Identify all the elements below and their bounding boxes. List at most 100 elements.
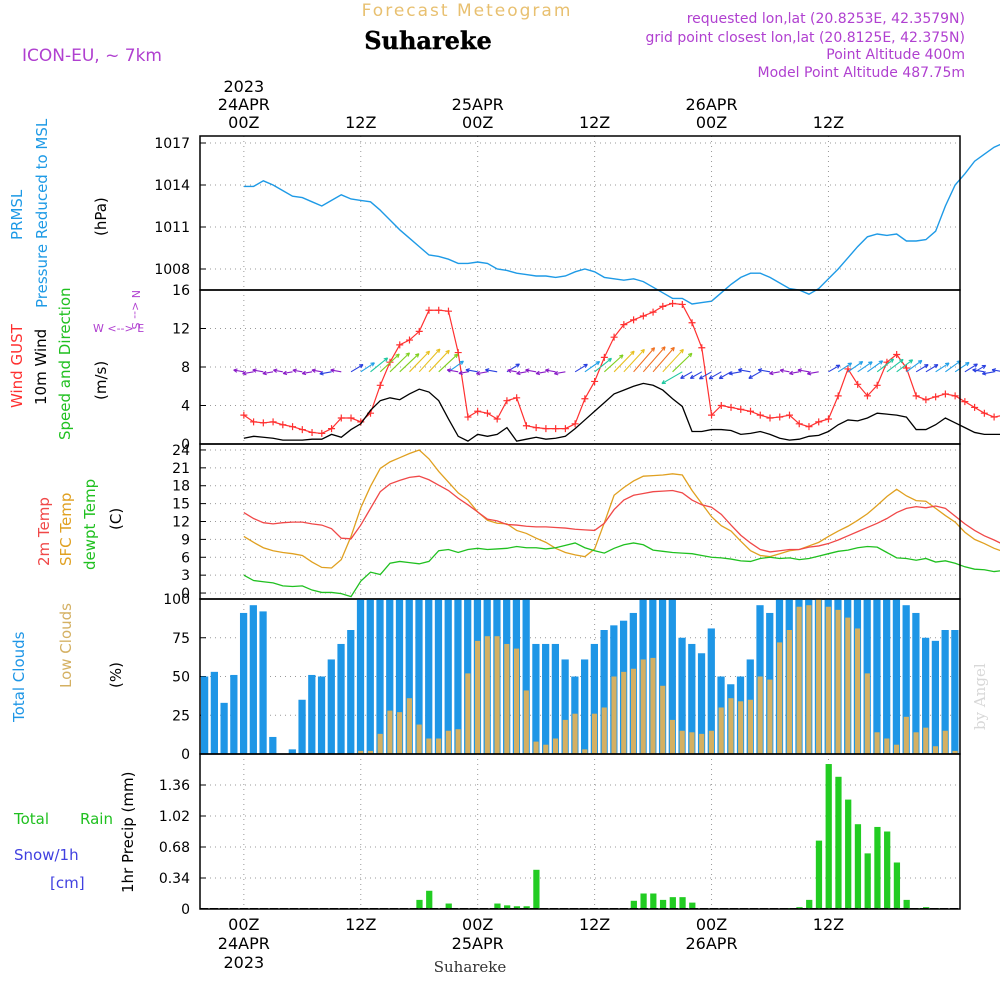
- gust-marker: [522, 422, 530, 430]
- gust-marker: [464, 413, 472, 421]
- gust-marker: [649, 308, 657, 316]
- gust-marker: [941, 390, 949, 398]
- panel-wind: 0 4 8 12 16: [172, 283, 1000, 453]
- bar-total-clouds: [425, 599, 433, 754]
- gust-marker: [922, 396, 930, 404]
- bar-total-rain: [533, 869, 540, 909]
- gust-marker: [971, 403, 979, 411]
- wind-direction-arrow: [680, 371, 693, 379]
- bar-total-clouds: [581, 659, 589, 754]
- bar-low-clouds: [845, 617, 851, 754]
- y-tick-label: 75: [172, 631, 190, 647]
- bar-total-clouds: [931, 640, 940, 754]
- time-label-top: 26APR: [685, 95, 737, 114]
- bar-total-clouds: [210, 671, 218, 754]
- wind-direction-arrow: [662, 348, 684, 373]
- bar-total-clouds: [239, 612, 248, 754]
- y-tick-label: 18: [172, 479, 190, 495]
- bar-low-clouds: [543, 744, 549, 754]
- y-tick-label: 1014: [154, 178, 190, 194]
- bar-low-clouds: [806, 605, 812, 754]
- bottom-location: Suhareke: [434, 958, 507, 976]
- wind-direction-arrow: [757, 368, 771, 373]
- time-label-top: 12Z: [579, 113, 610, 132]
- gust-marker: [824, 415, 832, 423]
- time-label-bottom: 26APR: [685, 934, 737, 953]
- bar-low-clouds: [465, 673, 471, 754]
- y-tick-label: 6: [181, 550, 190, 566]
- bar-low-clouds: [718, 707, 724, 754]
- y-tick-label: 24: [172, 443, 190, 459]
- time-label-top: 2023: [223, 77, 264, 96]
- gust-marker: [678, 300, 686, 308]
- bar-low-clouds: [377, 733, 383, 754]
- bar-low-clouds: [640, 659, 646, 754]
- bar-low-clouds: [903, 716, 909, 754]
- gust-marker: [669, 299, 677, 307]
- wind-direction-arrow: [379, 353, 400, 373]
- bar-total-clouds: [366, 599, 374, 754]
- bar-total-clouds: [259, 611, 267, 754]
- bar-total-clouds: [892, 599, 901, 754]
- wind-direction-arrow: [728, 371, 741, 376]
- gust-marker: [766, 414, 774, 422]
- bar-low-clouds: [358, 750, 364, 754]
- bar-low-clouds: [864, 673, 870, 754]
- watermark: by Angel: [971, 663, 989, 730]
- gust-marker: [873, 381, 881, 389]
- y-tick-label: 0.68: [159, 840, 190, 856]
- bar-total-clouds: [249, 605, 257, 754]
- bar-total-clouds: [678, 637, 686, 754]
- bar-total-rain: [796, 907, 803, 909]
- wind-direction-arrow: [458, 370, 469, 376]
- bar-total-rain: [864, 853, 871, 909]
- bar-low-clouds: [552, 738, 559, 754]
- y-tick-label: 0: [181, 586, 190, 602]
- y-tick-label: 9: [181, 532, 190, 548]
- wind-direction-arrow: [311, 368, 322, 373]
- bar-total-clouds: [532, 643, 540, 754]
- bar-total-clouds: [434, 599, 443, 754]
- gust-marker: [912, 392, 920, 400]
- wind-direction-arrow: [330, 368, 342, 373]
- compass-we: W <--> E: [93, 322, 144, 335]
- bar-total-clouds: [658, 599, 667, 754]
- bar-low-clouds: [572, 713, 578, 754]
- bar-low-clouds: [494, 636, 500, 754]
- series-line-2m-temp: [243, 475, 1000, 553]
- gust-marker: [561, 425, 569, 433]
- bar-total-rain: [494, 903, 501, 909]
- forecast-title: Forecast Meteogram: [362, 1, 573, 21]
- series-line-10m-wind: [243, 382, 1000, 442]
- bar-total-clouds: [415, 599, 423, 754]
- bar-total-rain: [835, 776, 842, 909]
- wind-direction-arrow: [428, 349, 450, 373]
- gust-marker: [717, 402, 725, 409]
- bar-total-clouds: [317, 676, 326, 754]
- wind-direction-arrow: [584, 360, 601, 373]
- wind-direction-arrow: [350, 364, 364, 373]
- gust-marker: [425, 306, 433, 314]
- bar-total-clouds: [288, 749, 296, 754]
- y-tick-label: 16: [172, 283, 190, 299]
- bar-total-rain: [523, 906, 530, 909]
- gust-marker: [961, 398, 969, 406]
- bar-total-clouds: [668, 599, 676, 754]
- bar-total-rain: [679, 897, 686, 909]
- gust-marker: [659, 302, 667, 310]
- y-tick-label: 25: [172, 708, 190, 724]
- label-precip-unit: 1hr Precip (mm): [119, 772, 137, 893]
- bar-low-clouds: [893, 744, 900, 754]
- bar-low-clouds: [416, 724, 422, 754]
- time-label-bottom: 12Z: [579, 915, 610, 934]
- gust-marker: [756, 411, 764, 419]
- bar-total-clouds: [337, 643, 345, 754]
- gust-marker: [542, 425, 550, 433]
- bar-total-clouds: [201, 676, 209, 754]
- time-label-top: 00Z: [228, 113, 259, 132]
- y-tick-label: 50: [172, 670, 190, 686]
- bar-low-clouds: [591, 713, 598, 754]
- wind-direction-arrow: [779, 368, 790, 373]
- gust-marker: [269, 418, 277, 426]
- bar-total-rain: [445, 903, 452, 909]
